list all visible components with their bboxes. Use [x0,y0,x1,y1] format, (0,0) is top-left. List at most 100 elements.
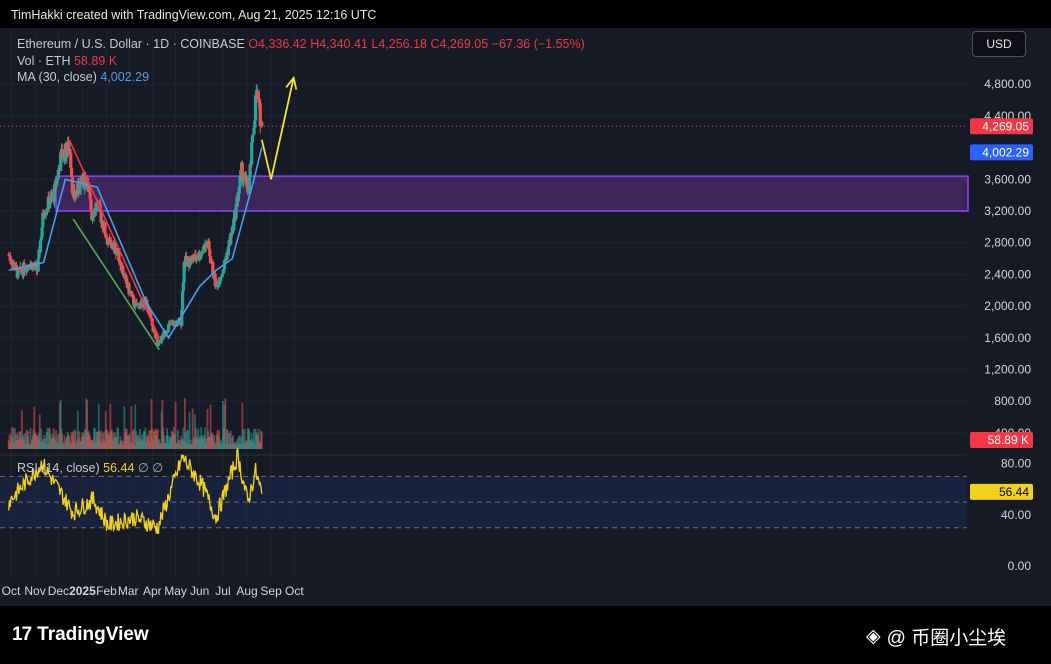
candle-body [8,256,12,261]
candle-body [108,240,112,242]
candle-body [88,192,92,200]
price-axis-label: 3,200.00 [984,204,1031,218]
candle-body [41,212,45,228]
candle-body [138,305,142,309]
volume-bar [61,433,64,449]
last-price-badge-text: 4,269.05 [982,119,1029,133]
volume-bar [76,410,79,449]
candle-body [238,175,242,187]
candle-body [229,233,233,245]
time-axis-label: Oct [285,584,304,598]
candle-body [69,152,73,168]
candle-body [104,237,109,239]
candle-body [207,240,211,250]
candle-body [45,209,50,210]
volume-bar [163,434,165,449]
ma30-line [8,147,263,340]
volume-bar [148,430,151,449]
candle-body [226,246,230,256]
ma-legend: MA (30, close) 4,002.29 [17,70,149,84]
chart-panel[interactable]: 4,800.00 4,400.00 3,600.00 3,200.00 2,800.00… [0,28,1051,606]
candle-body [225,252,229,259]
candle-body [131,294,135,297]
candle-body [194,254,198,261]
price-axis-label: 800.00 [994,394,1031,408]
candle-body [90,215,95,220]
candle-body [19,266,23,271]
volume-bar [178,439,181,449]
chart-canvas[interactable]: 4,800.004,400.003,600.003,200.002,800.00… [0,28,1051,606]
candle-body [97,201,102,205]
candle-body [45,209,49,214]
volume-bar [132,429,135,449]
candle-body [125,278,129,285]
candle-body [257,99,262,103]
candle-body [246,190,251,194]
candle-body [250,142,254,165]
candle-body [147,307,151,313]
ohlc-close: C4,269.05 [430,37,489,51]
candle-body [208,249,212,257]
candle-body [253,95,258,121]
volume-bar [243,429,246,449]
candle-body [65,152,69,158]
candle-body [153,332,158,338]
price-axis-label: 1,600.00 [984,331,1031,345]
volume-bar [123,406,126,449]
rsi-label: RSI (14, close) [17,461,100,475]
candle-body [149,318,154,319]
currency-button[interactable]: USD [972,31,1026,57]
volume-bar [33,406,36,449]
candle-body [118,261,123,265]
lower-trendline [72,218,160,351]
candle-body [200,252,204,254]
candle-body [221,273,225,275]
footer: 17 TradingView ◈ @ 币圈小尘埃 [0,606,1051,664]
candle-body [181,282,185,292]
volume-bar [38,414,41,449]
volume-bar [161,400,164,449]
price-axis-label: 1,200.00 [984,363,1031,377]
candle-body [222,269,226,274]
candle-body [241,179,245,182]
volume-bar [29,428,32,449]
candle-body [149,312,153,319]
candle-body [104,234,108,238]
price-axis-label: 2,000.00 [984,299,1031,313]
volume-bar [134,404,137,449]
candle-body [180,291,185,310]
volume-bar [156,430,159,449]
candle-body [123,274,127,275]
volume-bar [229,430,232,449]
volume-bar [128,433,131,449]
candle-body [252,128,256,135]
volume-bar [218,430,220,449]
volume-bar [209,404,212,449]
volume-value: 58.89 K [73,54,118,68]
candle-body [248,164,252,177]
rsi-axis-label: 80.00 [1001,457,1031,471]
rsi-extra: ∅ ∅ [137,461,164,475]
volume-bar [63,435,66,449]
candle-body [256,91,260,99]
volume-bar [204,427,206,449]
candle-body [139,302,143,306]
candle-body [234,204,238,219]
credit-bar: TimHakki created with TradingView.com, A… [0,0,1051,28]
candle-body [219,278,223,282]
volume-bar [182,427,185,449]
rsi-line [8,448,263,534]
time-axis-label: 2025 [69,584,96,598]
time-axis-label: Nov [24,584,45,598]
candle-body [223,260,227,261]
volume-bar [151,428,154,449]
rsi-badge-text: 56.44 [999,485,1029,499]
candle-body [92,216,96,218]
tradingview-logo[interactable]: 17 TradingView [12,624,149,646]
candle-body [211,262,215,275]
volume-legend: Vol · ETH 58.89 K [17,54,117,68]
candle-body [43,214,47,217]
candle-body [118,261,122,262]
candle-body [70,177,74,195]
candle-body [236,193,241,202]
